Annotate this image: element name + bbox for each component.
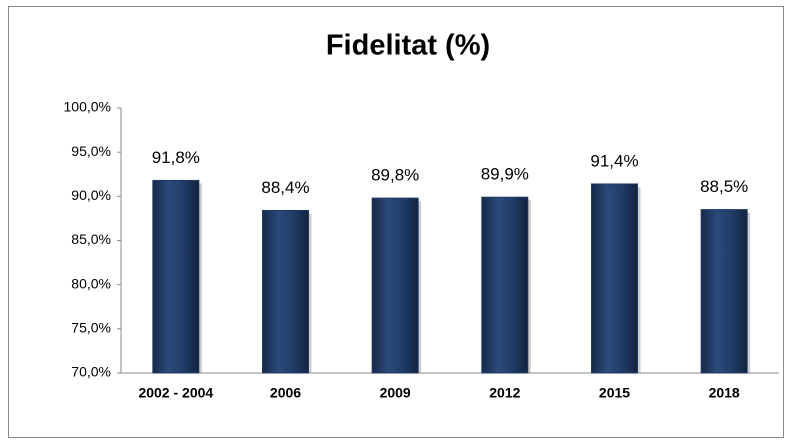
value-label: 89,9%	[481, 165, 529, 184]
value-label: 91,8%	[152, 148, 200, 167]
value-label: 89,8%	[371, 166, 419, 185]
bar	[700, 209, 748, 374]
y-tick-label: 85,0%	[71, 231, 111, 247]
x-tick-label: 2018	[709, 385, 740, 401]
bar	[262, 209, 309, 374]
y-tick-label: 70,0%	[71, 364, 111, 380]
x-tick-label: 2012	[489, 385, 520, 401]
y-tick-label: 75,0%	[71, 320, 111, 336]
x-tick-label: 2009	[380, 385, 411, 401]
value-label: 88,4%	[261, 178, 309, 197]
bar	[591, 183, 638, 374]
y-tick-label: 95,0%	[71, 143, 111, 159]
x-tick-label: 2002 - 2004	[138, 385, 213, 401]
value-label: 91,4%	[590, 151, 638, 170]
x-tick-label: 2006	[270, 385, 301, 401]
value-label: 88,5%	[700, 177, 748, 196]
bar	[371, 197, 419, 374]
y-tick-label: 80,0%	[71, 275, 111, 291]
y-tick-label: 90,0%	[71, 187, 111, 203]
bar	[481, 196, 529, 374]
x-tick-label: 2015	[599, 385, 630, 401]
y-tick-label: 100,0%	[64, 99, 111, 115]
chart-title: Fidelitat (%)	[326, 30, 490, 62]
bar	[152, 179, 200, 374]
